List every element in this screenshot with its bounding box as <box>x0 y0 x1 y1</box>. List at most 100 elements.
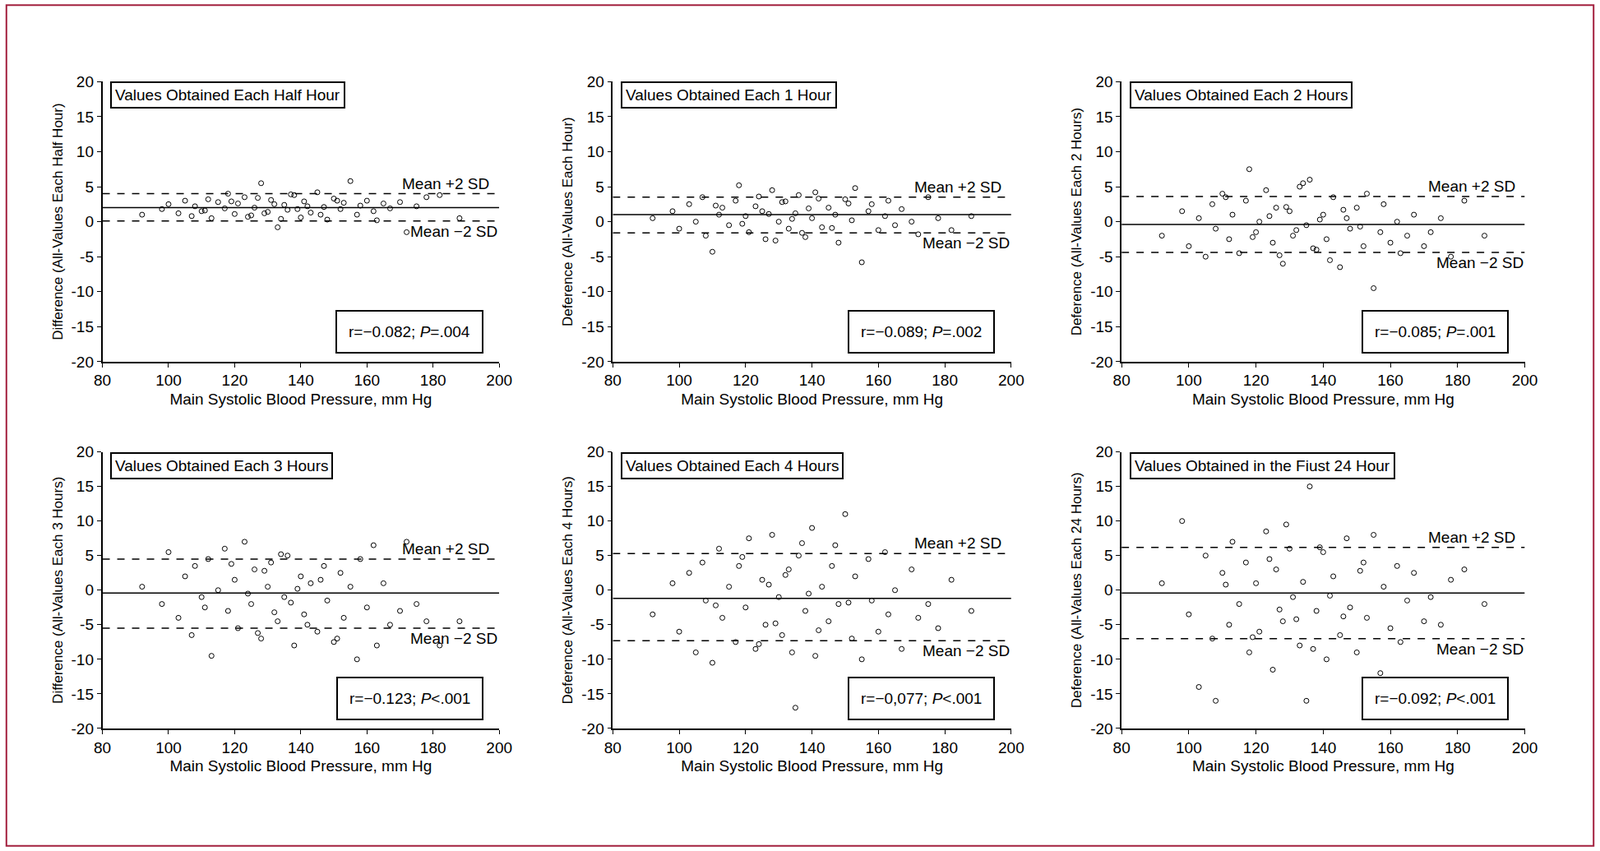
svg-text:80: 80 <box>93 739 111 757</box>
svg-text:Difference (All-Values Each Ha: Difference (All-Values Each Half Hour) <box>50 102 66 341</box>
svg-text:-5: -5 <box>590 248 605 266</box>
svg-text:100: 100 <box>155 371 182 389</box>
svg-text:120: 120 <box>732 371 759 389</box>
svg-text:Values Obtained Each Half Hour: Values Obtained Each Half Hour <box>115 86 341 104</box>
svg-text:0: 0 <box>595 581 605 599</box>
svg-text:Values Obtained Each 2 Hours: Values Obtained Each 2 Hours <box>1134 86 1348 104</box>
svg-text:10: 10 <box>587 143 605 161</box>
svg-text:-5: -5 <box>1099 248 1114 266</box>
svg-text:20: 20 <box>76 443 94 461</box>
svg-text:200: 200 <box>485 371 513 389</box>
svg-text:Deference (All-Values Each 24: Deference (All-Values Each 24 Hours) <box>1068 471 1085 708</box>
svg-text:Main Systolic Blood Pressure,: Main Systolic Blood Pressure, mm Hg <box>680 390 944 408</box>
svg-text:-5: -5 <box>79 248 94 266</box>
svg-text:-10: -10 <box>581 651 604 669</box>
svg-text:Mean −2 SD: Mean −2 SD <box>410 222 498 241</box>
svg-text:120: 120 <box>1243 739 1270 757</box>
svg-text:160: 160 <box>1377 739 1404 757</box>
svg-text:180: 180 <box>931 371 958 389</box>
svg-text:-20: -20 <box>581 720 604 738</box>
svg-text:140: 140 <box>287 739 315 757</box>
svg-text:100: 100 <box>665 739 693 757</box>
svg-text:Mean +2 SD: Mean +2 SD <box>402 540 490 558</box>
svg-text:80: 80 <box>1113 739 1131 757</box>
svg-text:10: 10 <box>1095 512 1113 530</box>
svg-text:-20: -20 <box>1090 720 1113 738</box>
svg-text:5: 5 <box>595 546 605 565</box>
svg-text:0: 0 <box>1104 212 1114 231</box>
svg-text:-10: -10 <box>1090 282 1113 301</box>
svg-text:Difference (All-Values Each 3: Difference (All-Values Each 3 Hours) <box>50 476 66 704</box>
svg-text:140: 140 <box>1309 739 1337 757</box>
svg-text:Mean +2 SD: Mean +2 SD <box>1428 528 1516 546</box>
svg-text:Deference (All-Values Each 4 H: Deference (All-Values Each 4 Hours) <box>559 476 576 704</box>
svg-text:10: 10 <box>76 143 94 161</box>
svg-text:0: 0 <box>595 212 605 231</box>
svg-text:-15: -15 <box>581 318 604 336</box>
svg-text:r=−0.085; P=.001: r=−0.085; P=.001 <box>1374 323 1496 341</box>
svg-text:180: 180 <box>420 739 447 757</box>
svg-text:200: 200 <box>1512 371 1539 389</box>
svg-text:Deference (All-Values Each Hou: Deference (All-Values Each Hour) <box>559 116 576 327</box>
svg-text:Mean +2 SD: Mean +2 SD <box>402 175 490 193</box>
svg-text:Main Systolic Blood Pressure,: Main Systolic Blood Pressure, mm Hg <box>1192 757 1455 775</box>
svg-text:Main Systolic Blood Pressure,: Main Systolic Blood Pressure, mm Hg <box>169 390 432 408</box>
svg-text:Mean −2 SD: Mean −2 SD <box>922 642 1010 660</box>
svg-text:-5: -5 <box>1099 615 1114 634</box>
svg-text:20: 20 <box>1095 73 1113 91</box>
svg-text:120: 120 <box>221 739 249 757</box>
svg-text:200: 200 <box>998 371 1025 389</box>
svg-text:r=−0.123; P<.001: r=−0.123; P<.001 <box>349 689 471 708</box>
svg-text:5: 5 <box>84 546 94 565</box>
svg-text:-20: -20 <box>581 353 604 371</box>
svg-text:Mean −2 SD: Mean −2 SD <box>922 234 1010 252</box>
svg-text:200: 200 <box>998 739 1025 757</box>
svg-text:r=−0.082; P=.004: r=−0.082; P=.004 <box>348 323 471 341</box>
svg-text:180: 180 <box>1444 371 1471 389</box>
svg-text:200: 200 <box>485 739 513 757</box>
svg-text:Values Obtained Each 1 Hour: Values Obtained Each 1 Hour <box>625 86 833 104</box>
svg-text:Mean −2 SD: Mean −2 SD <box>410 629 498 648</box>
svg-text:-15: -15 <box>1090 685 1113 703</box>
svg-text:-20: -20 <box>1090 353 1113 371</box>
svg-text:0: 0 <box>84 212 94 231</box>
svg-text:15: 15 <box>587 477 605 495</box>
svg-text:160: 160 <box>353 371 380 389</box>
svg-text:15: 15 <box>1095 108 1113 126</box>
svg-text:160: 160 <box>865 371 893 389</box>
svg-text:-10: -10 <box>71 282 94 301</box>
svg-text:-5: -5 <box>590 615 605 634</box>
svg-text:Mean +2 SD: Mean +2 SD <box>914 534 1002 552</box>
svg-text:15: 15 <box>587 108 605 126</box>
svg-text:120: 120 <box>1243 371 1270 389</box>
svg-text:Deference (All-Values Each 2 H: Deference (All-Values Each 2 Hours) <box>1068 107 1085 336</box>
svg-text:0: 0 <box>1104 581 1114 599</box>
svg-text:120: 120 <box>732 739 759 757</box>
svg-text:20: 20 <box>587 443 605 461</box>
svg-text:-15: -15 <box>71 318 94 336</box>
svg-text:15: 15 <box>1095 477 1113 495</box>
svg-text:0: 0 <box>84 581 94 599</box>
svg-text:180: 180 <box>931 739 958 757</box>
svg-text:5: 5 <box>84 178 94 196</box>
svg-text:140: 140 <box>1309 371 1337 389</box>
svg-text:-15: -15 <box>71 685 94 703</box>
svg-text:r=−0.089; P=.002: r=−0.089; P=.002 <box>860 323 982 341</box>
svg-text:80: 80 <box>1113 371 1131 389</box>
svg-text:-20: -20 <box>71 353 94 371</box>
svg-text:120: 120 <box>221 371 249 389</box>
svg-text:160: 160 <box>353 739 380 757</box>
svg-text:20: 20 <box>76 73 94 91</box>
svg-text:20: 20 <box>587 73 605 91</box>
svg-text:Main Systolic Blood Pressure,: Main Systolic Blood Pressure, mm Hg <box>1192 390 1455 408</box>
svg-text:-10: -10 <box>71 651 94 669</box>
svg-text:-15: -15 <box>581 685 604 703</box>
svg-text:Mean −2 SD: Mean −2 SD <box>1436 254 1524 272</box>
svg-text:Values Obtained in the Fiust 2: Values Obtained in the Fiust 24 Hour <box>1134 457 1391 475</box>
svg-text:Mean −2 SD: Mean −2 SD <box>1436 640 1524 658</box>
svg-text:80: 80 <box>93 371 111 389</box>
svg-text:-10: -10 <box>1090 651 1113 669</box>
svg-text:Values Obtained Each 4 Hours: Values Obtained Each 4 Hours <box>625 457 839 475</box>
svg-text:15: 15 <box>76 477 94 495</box>
svg-text:140: 140 <box>799 371 826 389</box>
